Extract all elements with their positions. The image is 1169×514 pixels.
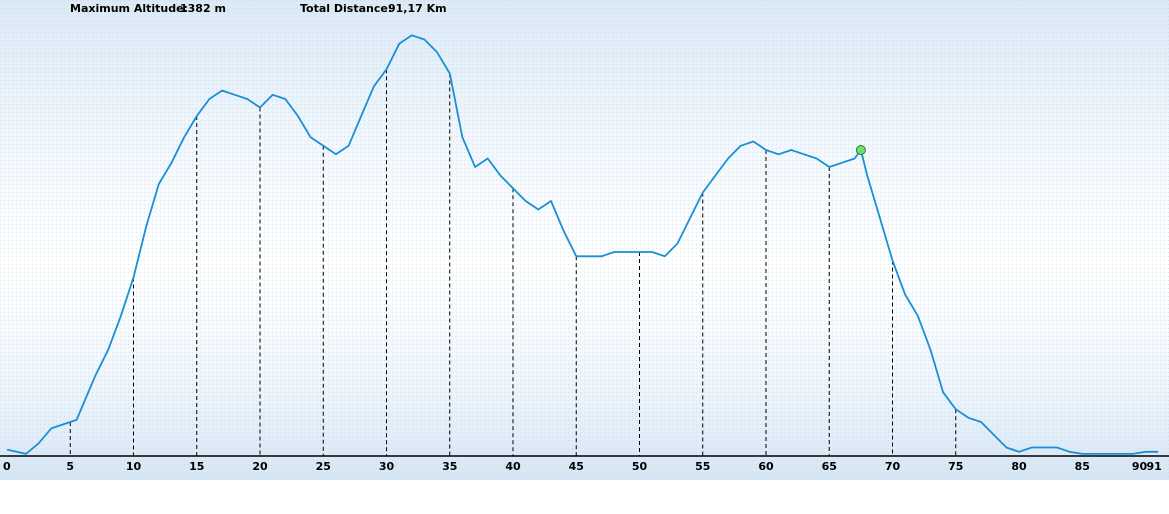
x-tick-label-15: 15 [189, 460, 204, 473]
distance-drop-lines [69, 69, 957, 456]
total-distance-label: Total Distance: [300, 2, 392, 15]
x-tick-label-75: 75 [948, 460, 963, 473]
x-tick-label-91: 91 [1146, 460, 1161, 473]
x-tick-label-85: 85 [1075, 460, 1090, 473]
max-altitude-value: 1382 m [180, 2, 226, 15]
x-tick-label-25: 25 [316, 460, 331, 473]
x-tick-label-70: 70 [885, 460, 901, 473]
elevation-profile-line [6, 34, 1159, 455]
x-tick-label-35: 35 [442, 460, 457, 473]
plot-dot-texture [0, 0, 1169, 480]
x-tick-label-50: 50 [632, 460, 648, 473]
x-tick-label-5: 5 [66, 460, 74, 473]
x-tick-label-45: 45 [569, 460, 584, 473]
x-tick-label-80: 80 [1011, 460, 1027, 473]
x-tick-label-55: 55 [695, 460, 710, 473]
x-axis-ticks: 0 5 10 15 20 25 30 35 40 45 50 55 60 65 70 75 80 85 90 91 [3, 460, 1162, 473]
x-tick-label-60: 60 [758, 460, 774, 473]
current-position-marker[interactable] [855, 145, 866, 155]
x-tick-label-40: 40 [505, 460, 521, 473]
total-distance-value: 91,17 Km [388, 2, 447, 15]
x-tick-label-10: 10 [126, 460, 142, 473]
x-tick-label-90: 90 [1132, 460, 1148, 473]
x-tick-label-30: 30 [379, 460, 395, 473]
max-altitude-label: Maximum Altitude: [70, 2, 188, 15]
x-tick-label-65: 65 [822, 460, 837, 473]
x-tick-label-20: 20 [252, 460, 268, 473]
x-tick-label-0: 0 [3, 460, 11, 473]
